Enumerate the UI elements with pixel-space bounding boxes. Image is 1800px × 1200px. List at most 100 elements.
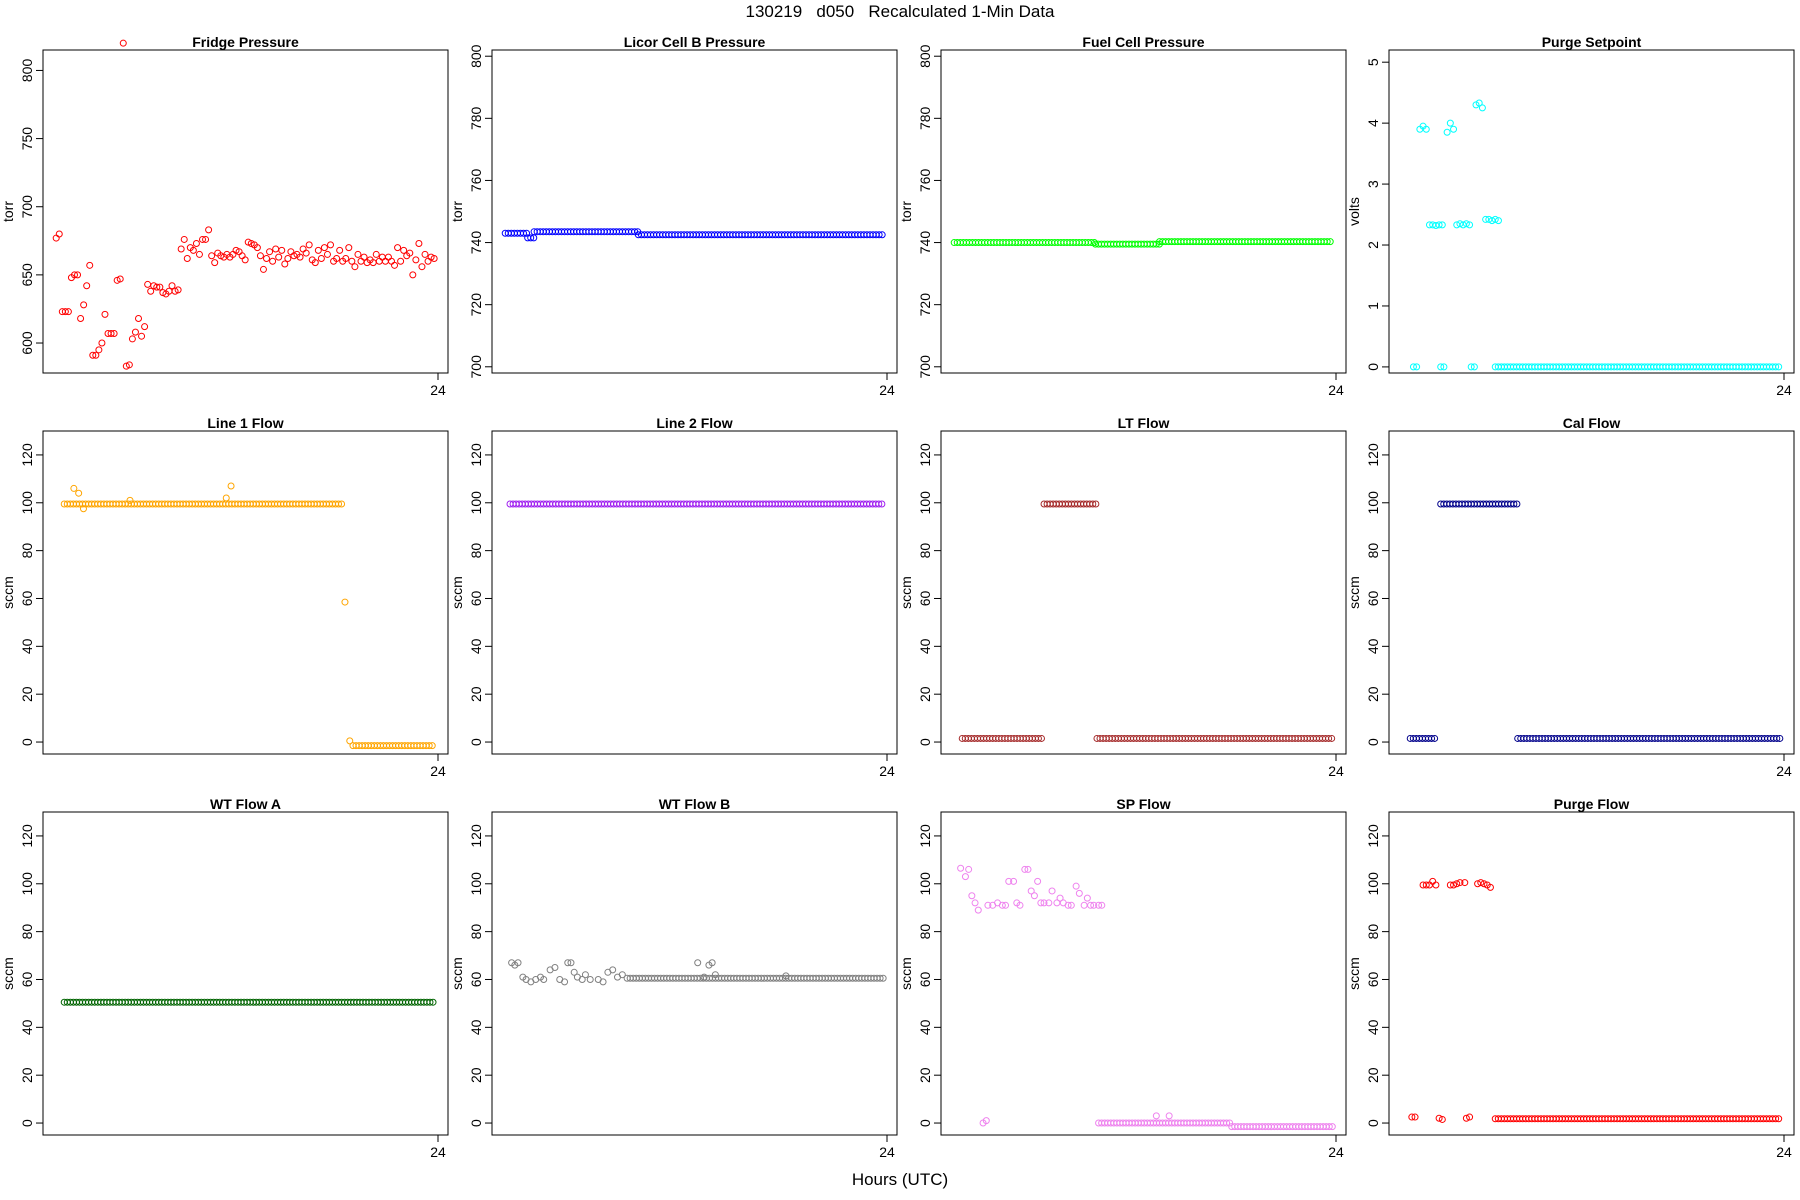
data-point <box>878 231 886 239</box>
y-tick-label: 740 <box>468 231 484 255</box>
panel-7: Cal Flow 0 20 40 60 80 100 120 24 sccm <box>1346 415 1795 779</box>
y-tick-label: 4 <box>1365 119 1381 127</box>
data-point <box>965 865 973 873</box>
data-point <box>98 339 106 347</box>
data-point <box>238 252 246 260</box>
data-point <box>1098 901 1106 909</box>
y-tick-label: 120 <box>917 824 933 848</box>
data-point <box>1045 899 1053 907</box>
data-point <box>1776 734 1784 742</box>
data-point <box>1478 104 1486 112</box>
y-tick-label: 40 <box>468 638 484 654</box>
panel-5: Line 2 Flow 0 20 40 60 80 100 120 24 sccm <box>449 415 898 779</box>
data-point <box>199 235 207 243</box>
data-point <box>394 244 402 252</box>
y-tick-label: 700 <box>917 355 933 379</box>
data-point <box>1494 217 1502 225</box>
data-point <box>998 901 1006 909</box>
y-tick-label: 80 <box>1365 543 1381 559</box>
data-point <box>202 235 210 243</box>
data-point <box>1325 1123 1333 1131</box>
y-tick-label: 60 <box>917 590 933 606</box>
y-tick-label: 5 <box>1365 58 1381 66</box>
data-point <box>281 260 289 268</box>
data-point <box>961 873 969 881</box>
data-point <box>205 226 213 234</box>
y-tick-label: 40 <box>19 1019 35 1035</box>
data-point <box>1482 215 1490 223</box>
plot-title: Fuel Cell Pressure <box>1082 34 1204 50</box>
plot-title: Cal Flow <box>1563 415 1621 431</box>
data-point <box>618 971 626 979</box>
data-point <box>299 245 307 253</box>
y-axis-label: sccm <box>0 576 16 609</box>
data-point <box>1456 879 1464 887</box>
y-axis-label: sccm <box>0 957 16 990</box>
y-tick-label: 780 <box>917 106 933 130</box>
data-point <box>599 978 607 986</box>
data-point <box>64 308 72 316</box>
data-point <box>177 245 185 253</box>
data-point <box>70 271 78 279</box>
data-point <box>1775 363 1783 371</box>
data-point <box>1090 901 1098 909</box>
data-point <box>345 244 353 252</box>
y-axis-label: sccm <box>449 957 465 990</box>
data-point <box>1408 1113 1416 1121</box>
data-point <box>341 598 349 606</box>
data-point <box>302 249 310 257</box>
data-point <box>153 283 161 291</box>
panel-1: Licor Cell B Pressure 700 720 740 760 780 800 2… <box>449 34 898 398</box>
data-point <box>1165 1112 1173 1120</box>
data-point <box>1048 887 1056 895</box>
x-tick-label: 24 <box>430 763 446 779</box>
data-point <box>1470 363 1478 371</box>
y-tick-label: 120 <box>1365 824 1381 848</box>
data-point <box>1021 865 1029 873</box>
data-point <box>384 253 392 261</box>
x-tick-label: 24 <box>1328 763 1344 779</box>
y-tick-label: 780 <box>468 106 484 130</box>
y-tick-label: 800 <box>19 59 35 83</box>
y-axis-label: sccm <box>449 576 465 609</box>
data-point <box>80 301 88 309</box>
plot-title: WT Flow B <box>659 796 731 812</box>
data-point <box>241 256 249 264</box>
plot-title: Purge Flow <box>1554 796 1630 812</box>
y-tick-label: 740 <box>917 231 933 255</box>
data-point <box>406 249 414 257</box>
data-point <box>1325 734 1333 742</box>
y-tick-label: 80 <box>468 924 484 940</box>
data-point <box>372 250 380 258</box>
y-axis-label: sccm <box>1346 957 1362 990</box>
data-point <box>1432 881 1440 889</box>
y-tick-label: 120 <box>19 443 35 467</box>
data-point <box>138 332 146 340</box>
data-point <box>70 484 78 492</box>
data-point <box>551 964 559 972</box>
data-point <box>259 265 267 273</box>
y-tick-label: 100 <box>468 872 484 896</box>
data-point <box>1775 1115 1783 1123</box>
data-point <box>168 282 176 290</box>
y-tick-label: 600 <box>19 331 35 355</box>
data-point <box>694 959 702 967</box>
panel-8: WT Flow A 0 20 40 60 80 100 120 24 sccm <box>0 796 449 1160</box>
y-tick-label: 120 <box>468 443 484 467</box>
y-tick-label: 20 <box>19 686 35 702</box>
panel-4: Line 1 Flow 0 20 40 60 80 100 120 24 sccm <box>0 415 449 779</box>
y-tick-label: 750 <box>19 127 35 151</box>
plot-title: Line 1 Flow <box>207 415 283 431</box>
data-point <box>74 271 82 279</box>
y-tick-label: 0 <box>917 1119 933 1127</box>
data-point <box>415 240 423 248</box>
data-point <box>320 244 328 252</box>
data-point <box>1064 901 1072 909</box>
data-point <box>1462 220 1470 228</box>
y-tick-label: 40 <box>1365 1019 1381 1035</box>
y-tick-label: 100 <box>19 872 35 896</box>
data-point <box>278 246 286 254</box>
data-point <box>1462 1114 1470 1122</box>
data-point <box>527 234 535 242</box>
